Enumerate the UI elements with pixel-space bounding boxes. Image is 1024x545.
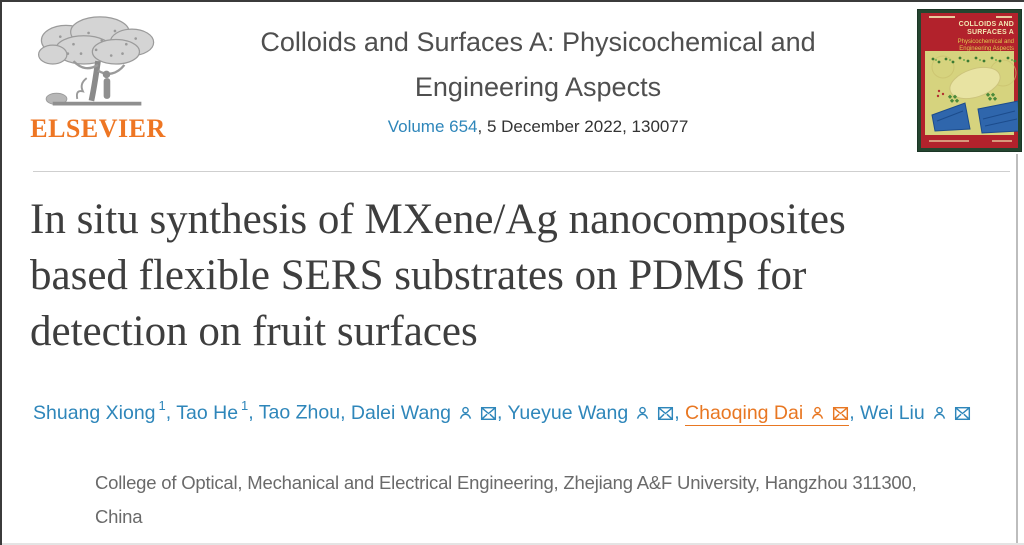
article-title-line3: detection on fruit surfaces bbox=[30, 308, 478, 355]
author-entry: Wei Liu bbox=[860, 402, 971, 424]
author-affiliation-sup: 1 bbox=[241, 398, 249, 413]
elsevier-wordmark: ELSEVIER bbox=[30, 114, 166, 143]
author-email-icon[interactable] bbox=[954, 404, 971, 427]
journal-banner: ELSEVIER Colloids and Surfaces A: Physic… bbox=[0, 0, 1024, 172]
journal-cover-red-area: COLLOIDS AND SURFACES A Physicochemical … bbox=[921, 13, 1018, 148]
article-title: In situ synthesis of MXene/Ag nanocompos… bbox=[30, 192, 980, 360]
author-entry-highlighted: Chaoqing Dai bbox=[685, 401, 850, 427]
author-profile-icon[interactable] bbox=[932, 404, 947, 427]
page-bottom-edge bbox=[0, 543, 1024, 545]
author-entry: Shuang Xiong 1 bbox=[33, 398, 166, 424]
author-email-icon[interactable] bbox=[832, 404, 849, 427]
author-email-icon[interactable] bbox=[657, 404, 674, 427]
cover-illustration bbox=[931, 55, 1018, 134]
author-separator: , bbox=[340, 401, 351, 424]
author-link[interactable]: Dalei Wang bbox=[350, 401, 451, 424]
author-separator: , bbox=[849, 401, 861, 424]
author-separator: , bbox=[248, 401, 259, 424]
author-profile-icon[interactable] bbox=[810, 404, 825, 427]
cover-deco-line bbox=[929, 16, 955, 18]
author-separator: , bbox=[497, 401, 508, 424]
article-title-line2: based flexible SERS substrates on PDMS f… bbox=[30, 252, 807, 299]
journal-cover-thumbnail[interactable]: COLLOIDS AND SURFACES A Physicochemical … bbox=[917, 9, 1022, 152]
author-separator: , bbox=[674, 401, 686, 424]
author-link[interactable]: Shuang Xiong bbox=[33, 401, 156, 424]
cover-artwork bbox=[925, 51, 1018, 135]
author-profile-icon[interactable] bbox=[458, 404, 473, 427]
window-frame-top bbox=[0, 0, 1024, 2]
author-email-icon[interactable] bbox=[480, 404, 497, 427]
author-affiliation-sup: 1 bbox=[158, 398, 166, 413]
cover-deco-line bbox=[929, 140, 969, 142]
affiliation-line2: China bbox=[95, 506, 143, 527]
author-link[interactable]: Tao Zhou bbox=[258, 401, 341, 424]
cover-masthead: COLLOIDS AND SURFACES A Physicochemical … bbox=[942, 21, 1014, 53]
cover-journal-title: COLLOIDS AND SURFACES A bbox=[958, 21, 1014, 36]
cover-journal-subtitle: Physicochemical and Engineering Aspects bbox=[957, 39, 1014, 52]
author-entry: Tao Zhou bbox=[259, 402, 340, 424]
journal-issue-info: Volume 654, 5 December 2022, 130077 bbox=[170, 117, 906, 137]
elsevier-tree-icon bbox=[37, 16, 155, 106]
cover-deco-line bbox=[996, 16, 1012, 18]
banner-divider bbox=[33, 171, 1010, 172]
author-link[interactable]: Wei Liu bbox=[860, 401, 925, 424]
journal-title-line2: Engineering Aspects bbox=[414, 72, 662, 102]
journal-header: Colloids and Surfaces A: Physicochemical… bbox=[170, 20, 906, 137]
affiliation: College of Optical, Mechanical and Elect… bbox=[95, 466, 917, 534]
author-list: Shuang Xiong 1, Tao He 1, Tao Zhou, Dalei … bbox=[33, 398, 1013, 427]
journal-title-line1: Colloids and Surfaces A: Physicochemical… bbox=[260, 27, 816, 57]
author-link[interactable]: Yueyue Wang bbox=[507, 401, 629, 424]
volume-link[interactable]: Volume 654 bbox=[387, 117, 478, 136]
author-entry: Dalei Wang bbox=[351, 402, 497, 424]
elsevier-logo: ELSEVIER bbox=[30, 12, 166, 148]
author-entry: Yueyue Wang bbox=[507, 402, 674, 424]
author-profile-icon[interactable] bbox=[635, 404, 650, 427]
author-link[interactable]: Tao He bbox=[176, 401, 239, 424]
journal-title: Colloids and Surfaces A: Physicochemical… bbox=[170, 20, 906, 110]
article-title-line1: In situ synthesis of MXene/Ag nanocompos… bbox=[30, 196, 846, 243]
author-separator: , bbox=[165, 401, 177, 424]
page-right-edge bbox=[1016, 154, 1018, 545]
author-entry: Tao He 1 bbox=[176, 398, 248, 424]
author-link[interactable]: Chaoqing Dai bbox=[685, 401, 804, 424]
window-frame-left bbox=[0, 0, 2, 545]
issue-date-text: , 5 December 2022, 130077 bbox=[477, 117, 689, 136]
affiliation-line1: College of Optical, Mechanical and Elect… bbox=[95, 472, 917, 493]
cover-deco-line bbox=[992, 140, 1012, 142]
